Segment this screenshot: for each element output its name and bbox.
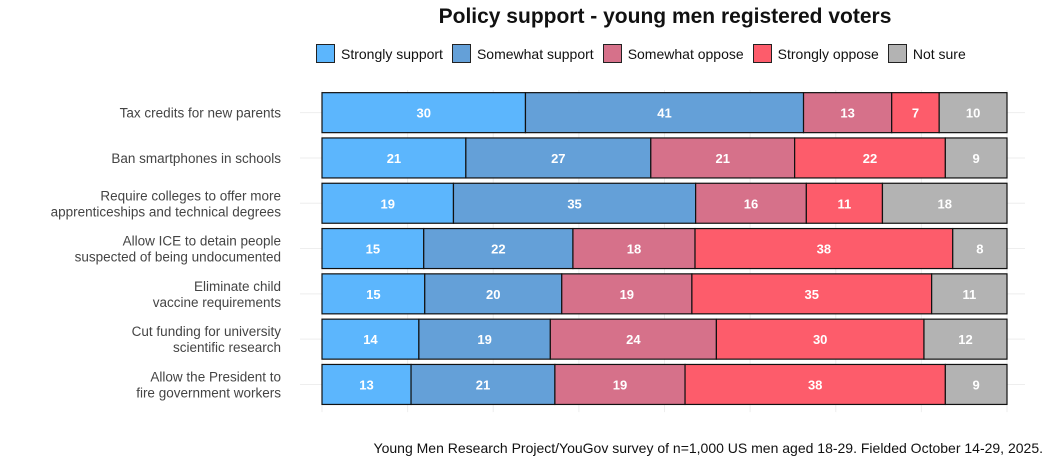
data-label: 18 <box>937 196 951 211</box>
data-label: 21 <box>476 377 490 392</box>
legend-label: Strongly support <box>341 45 443 62</box>
data-label: 30 <box>416 106 430 121</box>
data-label: 30 <box>813 332 827 347</box>
data-label: 21 <box>715 151 729 166</box>
bar-segment <box>952 227 1008 270</box>
legend-swatch <box>887 44 907 63</box>
legend-item: Somewhat support <box>451 44 594 63</box>
legend-item: Strongly support <box>316 44 443 63</box>
data-label: 15 <box>366 242 380 257</box>
data-label: 10 <box>966 106 980 121</box>
legend-swatch <box>602 44 622 63</box>
data-label: 21 <box>387 151 401 166</box>
bar-segment <box>321 137 467 179</box>
legend-label: Strongly oppose <box>777 45 879 62</box>
legend-item: Not sure <box>887 44 966 63</box>
data-label: 38 <box>808 377 822 392</box>
bar-segment <box>891 92 940 134</box>
data-label: 35 <box>567 196 581 211</box>
data-label: 13 <box>840 106 854 121</box>
data-label: 11 <box>962 287 976 302</box>
category-label: Eliminate child <box>194 279 281 294</box>
category-label: Require colleges to offer more <box>100 188 281 203</box>
category-label: Allow the President to <box>150 369 281 384</box>
legend-swatch <box>451 44 471 63</box>
data-label: 9 <box>973 151 980 166</box>
bar-segment <box>554 363 686 406</box>
data-label: 22 <box>863 151 877 166</box>
legend: Strongly support Somewhat support Somewhat… <box>316 44 966 63</box>
data-label: 27 <box>551 151 565 166</box>
bar-segment <box>321 227 425 270</box>
bar-segment <box>321 318 420 360</box>
bar-segment <box>881 182 1008 224</box>
data-label: 14 <box>363 332 378 347</box>
bar-segment <box>410 363 556 406</box>
bar-segment <box>715 318 925 360</box>
data-label: 18 <box>627 242 641 257</box>
category-label: Ban smartphones in schools <box>111 151 281 166</box>
bar-segment <box>524 92 805 134</box>
data-label: 19 <box>613 377 627 392</box>
data-label: 19 <box>380 196 394 211</box>
category-label: suspected of being undocumented <box>75 250 281 265</box>
bar-segment <box>794 137 946 179</box>
category-label: scientific research <box>173 340 281 355</box>
bar-segment <box>572 227 696 270</box>
category-label: apprenticeships and technical degrees <box>51 204 282 219</box>
data-label: 11 <box>838 196 852 211</box>
data-label: 22 <box>491 242 505 257</box>
bar-segment <box>923 318 1008 360</box>
data-label: 24 <box>626 332 641 347</box>
bar-segment <box>650 137 796 179</box>
chart-title: Policy support - young men registered vo… <box>438 5 892 28</box>
bar-segment <box>802 92 893 134</box>
bar-segment <box>938 92 1008 134</box>
bar-segment <box>465 137 652 179</box>
data-label: 7 <box>912 106 919 121</box>
legend-label: Somewhat support <box>476 45 594 62</box>
legend-label: Not sure <box>912 45 966 62</box>
bar-segment <box>321 92 527 134</box>
data-label: 38 <box>817 242 831 257</box>
data-label: 13 <box>359 377 373 392</box>
legend-item: Strongly oppose <box>752 44 879 63</box>
data-label: 12 <box>958 332 972 347</box>
data-label: 35 <box>805 287 819 302</box>
legend-item: Somewhat oppose <box>602 44 744 63</box>
data-label: 16 <box>744 196 758 211</box>
bar-segment <box>931 273 1008 315</box>
category-label: Tax credits for new parents <box>120 106 282 121</box>
data-label: 19 <box>620 287 634 302</box>
data-label: 20 <box>486 287 500 302</box>
chart-caption: Young Men Research Project/YouGov survey… <box>373 440 1043 456</box>
data-label: 19 <box>477 332 491 347</box>
bar-segment <box>321 363 412 406</box>
category-label: fire government workers <box>136 385 281 400</box>
data-label: 41 <box>657 106 671 121</box>
data-label: 15 <box>366 287 380 302</box>
category-label: Cut funding for university <box>132 324 282 339</box>
category-label: Allow ICE to detain people <box>123 234 281 249</box>
bar-segment <box>805 182 884 224</box>
bar-segment <box>321 182 455 224</box>
bar-segment <box>549 318 717 360</box>
bar-segment <box>695 182 807 224</box>
category-label: vaccine requirements <box>153 295 282 310</box>
legend-swatch <box>752 44 772 63</box>
bar-segment <box>944 137 1008 179</box>
data-label: 8 <box>976 242 983 257</box>
legend-swatch <box>316 44 335 63</box>
bar-segment <box>944 363 1008 406</box>
bar-segment <box>424 273 563 315</box>
bar-segment <box>418 318 551 360</box>
bar-segment <box>452 182 697 224</box>
data-label: 9 <box>973 377 980 392</box>
legend-label: Somewhat oppose <box>627 45 744 62</box>
